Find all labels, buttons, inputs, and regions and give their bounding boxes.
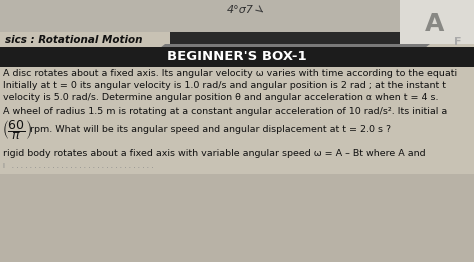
Text: A wheel of radius 1.5 m is rotating at a constant angular acceleration of 10 rad: A wheel of radius 1.5 m is rotating at a… (3, 107, 447, 117)
Polygon shape (155, 44, 430, 52)
Text: sics : Rotational Motion: sics : Rotational Motion (5, 35, 143, 45)
Text: rpm. What will be its angular speed and angular displacement at t = 2.0 s ?: rpm. What will be its angular speed and … (30, 125, 391, 134)
Text: rigid body rotates about a fixed axis with variable angular speed ω = A – Bt whe: rigid body rotates about a fixed axis wi… (3, 150, 426, 159)
Text: F: F (454, 37, 462, 47)
FancyBboxPatch shape (0, 47, 474, 67)
FancyBboxPatch shape (400, 0, 474, 44)
Text: 4°σ7: 4°σ7 (227, 5, 254, 15)
FancyBboxPatch shape (0, 174, 474, 262)
Text: l   . . . . . . . . . . . . . . . . . . . . . . . . . . . . . . . .: l . . . . . . . . . . . . . . . . . . . … (3, 163, 154, 169)
Text: $\left(\dfrac{60}{\pi}\right)$: $\left(\dfrac{60}{\pi}\right)$ (2, 118, 32, 142)
Polygon shape (170, 32, 470, 44)
Text: BEGINNER'S BOX-1: BEGINNER'S BOX-1 (167, 51, 307, 63)
FancyBboxPatch shape (0, 0, 474, 32)
Text: Initially at t = 0 its angular velocity is 1.0 rad/s and angular position is 2 r: Initially at t = 0 its angular velocity … (3, 81, 446, 90)
Text: A: A (425, 12, 445, 36)
Polygon shape (148, 52, 415, 57)
Text: A disc rotates about a fixed axis. Its angular velocity ω varies with time accor: A disc rotates about a fixed axis. Its a… (3, 69, 457, 79)
Text: velocity is 5.0 rad/s. Determine angular position θ and angular acceleration α w: velocity is 5.0 rad/s. Determine angular… (3, 94, 438, 102)
